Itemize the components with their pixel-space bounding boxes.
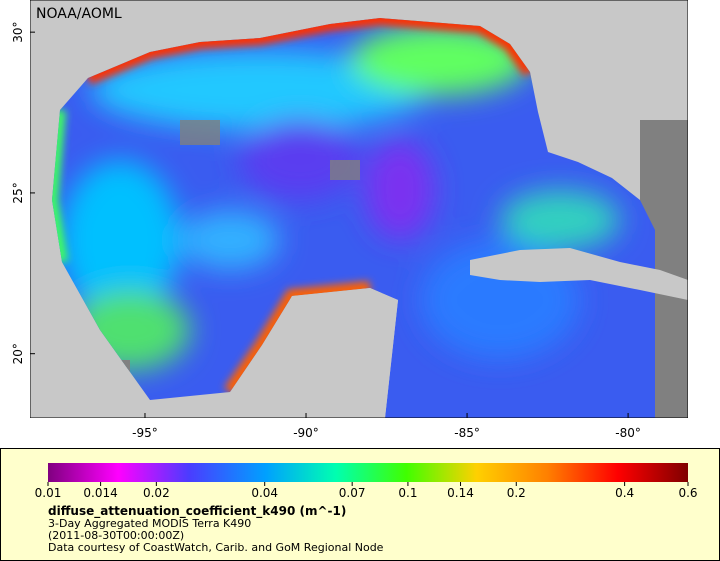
lat-tick-label: 20°	[11, 343, 25, 364]
colorbar-tick-label: 0.07	[339, 486, 366, 500]
lon-tick-label: -80°	[615, 426, 641, 440]
colorbar-tick-label: 0.02	[143, 486, 170, 500]
lon-tick-label: -90°	[293, 426, 319, 440]
axes: -95° -90° -85° -80° 20° 25° 30°	[11, 22, 641, 440]
lat-tick-label: 30°	[11, 22, 25, 43]
cuba	[470, 248, 688, 300]
colorbar-tick-label: 0.4	[615, 486, 634, 500]
colorbar-tick-label: 0.14	[447, 486, 474, 500]
colorbar-tick-label: 0.04	[251, 486, 278, 500]
credit: Data courtesy of CoastWatch, Carib. and …	[48, 541, 384, 554]
time: (2011-08-30T00:00:00Z)	[48, 529, 184, 542]
colorbar-tick-label: 0.2	[507, 486, 526, 500]
variable-name: diffuse_attenuation_coefficient_k490 (m^…	[48, 504, 346, 519]
colorbar-ticks: 0.01 0.014 0.02 0.04 0.07 0.1 0.14 0.2 0.4 0.6	[35, 482, 698, 500]
colorbar-tick-label: 0.6	[678, 486, 697, 500]
lon-tick-label: -95°	[132, 426, 158, 440]
yucatan	[230, 288, 398, 418]
k490-field	[52, 18, 655, 418]
colorbar-tick-label: 0.01	[35, 486, 62, 500]
colorbar-tick-label: 0.1	[398, 486, 417, 500]
colorbar-tick-label: 0.014	[83, 486, 117, 500]
watermark: NOAA/AOML	[36, 6, 122, 22]
colorbar	[48, 463, 688, 482]
map: NOAA/AOML	[30, 0, 688, 418]
lat-tick-label: 25°	[11, 182, 25, 203]
description: 3-Day Aggregated MODIS Terra K490	[48, 517, 251, 530]
lon-tick-label: -85°	[454, 426, 480, 440]
